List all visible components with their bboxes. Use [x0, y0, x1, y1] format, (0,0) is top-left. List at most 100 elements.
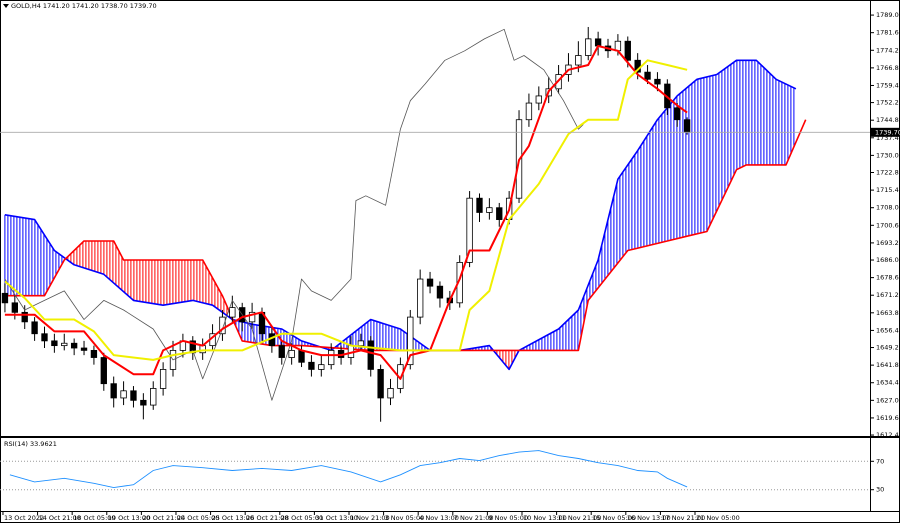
- candle-body: [387, 388, 394, 399]
- x-tick-label: 3 Nov 05:00: [385, 514, 425, 522]
- x-tick-label: 16 Nov 13:00: [627, 514, 671, 522]
- indicator-line: [4, 59, 688, 361]
- candle-body: [585, 38, 592, 56]
- candle-body: [150, 388, 157, 406]
- x-tick-label: 31 Oct 13:00: [315, 514, 357, 522]
- candle-body: [110, 383, 117, 399]
- y-tick-label: 1627.00: [876, 396, 900, 404]
- candle-body: [248, 311, 256, 323]
- x-tick-label: 19 Oct 13:00: [108, 514, 150, 522]
- y-tick-label: 1759.40: [876, 81, 900, 89]
- candle-body: [644, 71, 651, 80]
- y-tick-label: 1641.80: [876, 361, 900, 369]
- candle-body: [278, 345, 285, 358]
- rsi-line: [9, 450, 688, 489]
- candle-body: [594, 38, 602, 47]
- candle-body: [466, 197, 473, 263]
- x-tick-label: 20 Oct 21:00: [142, 514, 184, 522]
- candle-body: [61, 342, 68, 347]
- candle-body: [140, 399, 147, 406]
- indicator-line: [4, 28, 584, 401]
- candle-body: [654, 78, 661, 85]
- y-tick-label: 1693.20: [876, 239, 900, 247]
- y-tick-label: 1737.40: [876, 134, 900, 142]
- y-tick-label: 1774.20: [876, 46, 900, 54]
- candle-body: [41, 333, 48, 342]
- candle-body: [80, 347, 88, 351]
- candle-body: [1, 292, 9, 304]
- x-tick-label: 28 Oct 05:00: [281, 514, 323, 522]
- y-tick-label: 1708.00: [876, 204, 900, 212]
- last-price-label: 1739.70: [875, 128, 900, 136]
- candle-body: [90, 349, 98, 358]
- candle-body: [357, 340, 365, 347]
- candle-body: [624, 40, 631, 61]
- y-tick-label: 1715.40: [876, 186, 900, 194]
- cloud-hatch-bear: [67, 241, 519, 370]
- candle-body: [525, 102, 533, 121]
- cloud-group: [4, 60, 795, 370]
- y-tick-label: 1722.80: [876, 169, 900, 177]
- x-tick-label: 18 Oct 05:00: [73, 514, 115, 522]
- x-tick-label: 26 Oct 21:00: [246, 514, 288, 522]
- x-tick-label: 9 Nov 05:00: [488, 514, 528, 522]
- y-tick-label: 1671.20: [876, 291, 900, 299]
- candle-body: [367, 340, 374, 370]
- candle-body: [298, 349, 305, 363]
- candle-body: [308, 361, 315, 370]
- y-tick-label: 30: [876, 486, 884, 494]
- menu-arrow: [3, 4, 9, 8]
- candle-body: [31, 321, 38, 335]
- chart-title: GOLD,H4 1741.20 1741.20 1738.70 1739.70: [11, 2, 157, 10]
- y-tick-label: 1619.60: [876, 414, 900, 422]
- x-tick-label: 7 Nov 21:00: [454, 514, 494, 522]
- candle-body: [535, 95, 542, 104]
- indicator-line: [4, 45, 688, 380]
- x-tick-label: 21 Nov 05:00: [696, 514, 740, 522]
- y-tick-label: 1678.60: [876, 274, 900, 282]
- y-tick-label: 1766.80: [876, 64, 900, 72]
- candle-body: [407, 316, 414, 366]
- y-tick-label: 1789.00: [876, 11, 900, 19]
- candle-body: [219, 316, 226, 335]
- y-tick-label: 70: [876, 457, 884, 465]
- x-tick-label: 14 Oct 21:00: [39, 514, 81, 522]
- y-tick-label: 1663.80: [876, 309, 900, 317]
- y-tick-label: 1656.40: [876, 326, 900, 334]
- candle-body: [288, 349, 295, 358]
- candle-body: [436, 285, 444, 299]
- candle-body: [120, 390, 127, 399]
- candle-body: [100, 357, 107, 385]
- candle-body: [21, 311, 28, 323]
- candle-body: [318, 364, 325, 370]
- x-tick-label: 15 Nov 05:00: [592, 514, 636, 522]
- x-tick-label: 24 Oct 05:00: [177, 514, 219, 522]
- candle-body: [11, 302, 18, 313]
- y-tick-label: 1744.80: [876, 116, 900, 124]
- candle-body: [229, 307, 236, 318]
- candle-body: [496, 207, 503, 220]
- candle-body: [377, 369, 384, 399]
- x-tick-label: 1 Nov 21:00: [350, 514, 390, 522]
- candle-body: [575, 55, 582, 66]
- y-tick-label: 1634.40: [876, 379, 900, 387]
- y-tick-label: 1730.00: [876, 151, 900, 159]
- candle-body: [159, 369, 167, 389]
- x-tick-label: 13 Oct 2022: [4, 514, 44, 522]
- x-tick-label: 10 Nov 13:00: [523, 514, 567, 522]
- y-tick-label: 1686.00: [876, 256, 900, 264]
- y-tick-label: 1700.60: [876, 221, 900, 229]
- candle-body: [328, 349, 335, 366]
- x-tick-label: 4 Nov 13:00: [419, 514, 459, 522]
- y-tick-label: 1752.20: [876, 99, 900, 107]
- candle-body: [417, 278, 424, 318]
- candle-body: [426, 278, 434, 287]
- x-tick-label: 11 Nov 21:00: [558, 514, 602, 522]
- x-tick-label: 17 Nov 21:00: [661, 514, 705, 522]
- y-tick-label: 1649.20: [876, 344, 900, 352]
- y-tick-label: 1781.60: [876, 29, 900, 37]
- candle-body: [70, 342, 78, 349]
- rsi-title: RSI(14) 33.9621: [4, 440, 57, 448]
